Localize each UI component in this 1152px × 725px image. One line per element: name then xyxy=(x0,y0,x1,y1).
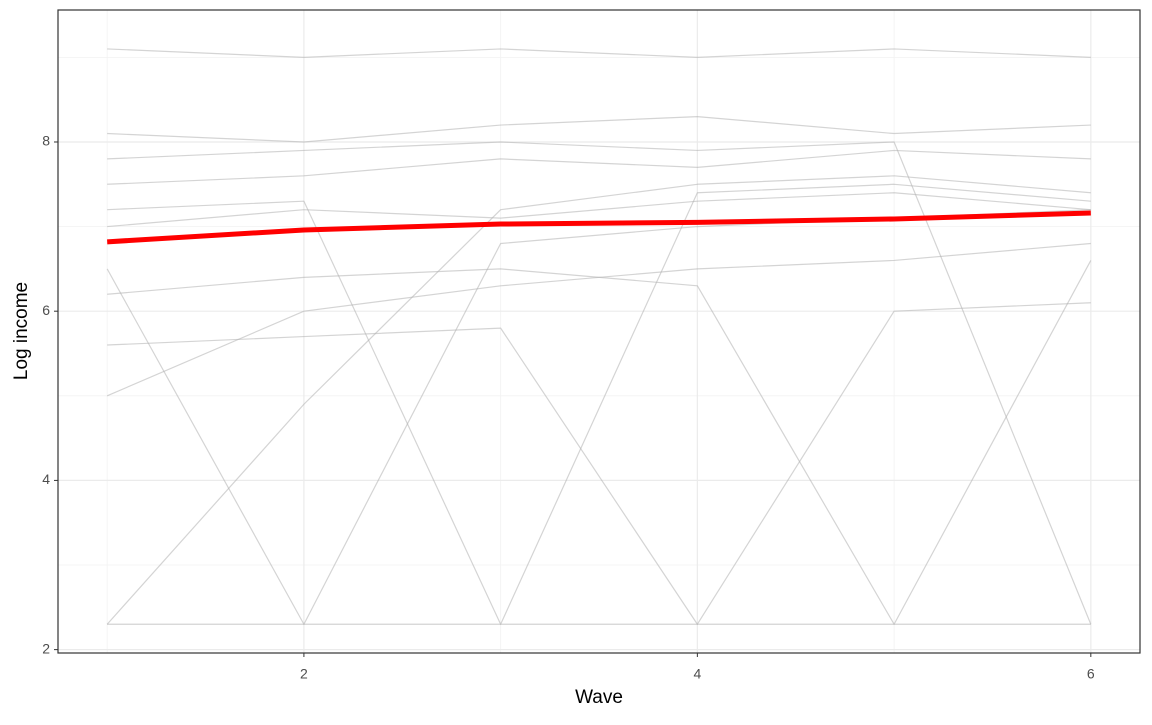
x-tick-label: 6 xyxy=(1087,666,1095,682)
x-axis-title: Wave xyxy=(575,687,623,708)
individual-line xyxy=(107,149,1091,185)
individual-line xyxy=(107,192,1091,228)
y-tick-label: 2 xyxy=(42,640,50,656)
individual-line xyxy=(107,116,1091,143)
y-tick-label: 4 xyxy=(42,471,50,487)
individual-line xyxy=(106,242,1091,397)
individual-line xyxy=(107,141,1092,625)
x-tick-label: 4 xyxy=(693,666,701,682)
individual-line xyxy=(107,183,1091,625)
axes: 2 4 6 2 4 6 8 xyxy=(42,133,1095,682)
panel-border xyxy=(57,9,1141,654)
grid xyxy=(58,10,1140,653)
lines xyxy=(106,48,1092,625)
panel-background xyxy=(58,10,1140,653)
x-tick-label: 2 xyxy=(300,666,308,682)
individual-line xyxy=(106,175,1091,625)
y-tick-label: 8 xyxy=(42,133,50,149)
y-tick-label: 6 xyxy=(42,302,50,318)
mean-line xyxy=(107,210,1091,245)
individual-line xyxy=(107,302,1091,625)
individual-line xyxy=(107,48,1091,58)
y-axis-title: Log income xyxy=(11,282,32,380)
